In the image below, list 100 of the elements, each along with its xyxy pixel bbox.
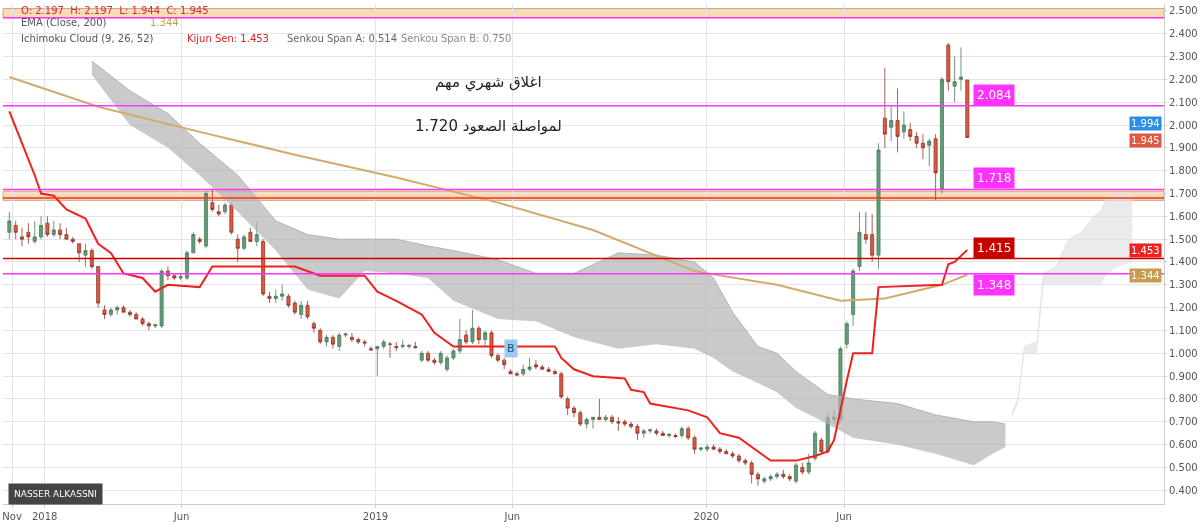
y-tick-label: 1.200: [1169, 302, 1198, 314]
candlestick: [584, 416, 589, 430]
candlestick: [813, 430, 818, 462]
candlestick: [102, 304, 107, 320]
candlestick: [426, 350, 431, 363]
candlestick: [476, 325, 481, 345]
candlestick: [546, 366, 551, 372]
candlestick: [400, 339, 405, 350]
candlestick: [280, 284, 285, 302]
candlestick: [692, 435, 697, 455]
candlestick: [267, 291, 272, 304]
candlestick: [70, 236, 75, 245]
candlestick: [724, 448, 729, 455]
candlestick: [292, 300, 297, 315]
candlestick: [756, 471, 760, 487]
candlestick: [273, 288, 278, 304]
y-tick-label: 0.600: [1169, 439, 1198, 451]
candlestick: [616, 416, 621, 432]
y-tick-label: 2.500: [1169, 5, 1198, 17]
candlestick: [502, 357, 507, 370]
candlestick: [419, 350, 424, 363]
candlestick: [920, 133, 925, 160]
y-tick-label: 0.700: [1169, 416, 1198, 428]
candlestick: [667, 432, 672, 439]
x-tick-label: Jun: [503, 511, 521, 522]
candlestick: [717, 446, 722, 455]
y-tick-label: 1.300: [1169, 279, 1198, 291]
candlestick: [743, 457, 748, 466]
annotation: O: 2.197 H: 2.197 L: 1.944 C: 1.945: [21, 5, 209, 16]
annotation: 1.453: [1131, 245, 1160, 256]
candlestick: [83, 243, 88, 267]
annotation: اغلاق شهري مهم: [435, 73, 542, 92]
y-tick-label: 2.400: [1169, 28, 1198, 40]
annotation: B: [507, 342, 515, 355]
candlestick: [318, 327, 323, 345]
candlestick: [629, 421, 634, 430]
candlestick: [115, 304, 120, 315]
candlestick: [108, 307, 113, 318]
candlestick: [464, 330, 469, 345]
y-tick-label: 1.600: [1169, 210, 1198, 222]
candlestick: [901, 110, 906, 140]
candlestick: [940, 76, 944, 194]
candlestick: [242, 234, 247, 251]
candlestick: [394, 341, 399, 352]
line-series: [8, 110, 969, 462]
annotation: Kijun Sen: 1.453: [187, 33, 269, 44]
candlestick: [432, 357, 437, 366]
candlestick: [356, 336, 361, 345]
annotation: Senkou Span A: 0.514: [287, 33, 398, 44]
candlestick: [514, 371, 519, 377]
candlestick: [863, 211, 868, 245]
annotation: 1.344: [150, 17, 179, 28]
candlestick: [134, 311, 139, 320]
candlestick: [121, 304, 126, 313]
candlestick: [673, 432, 678, 439]
candlestick: [775, 471, 779, 480]
candlestick: [191, 231, 196, 254]
y-tick-label: 2.300: [1169, 51, 1198, 63]
candlestick: [946, 42, 951, 92]
candlestick: [127, 309, 132, 318]
y-tick-label: 0.400: [1169, 484, 1198, 496]
candlestick: [32, 220, 37, 245]
candlestick: [559, 371, 564, 400]
candlestick: [20, 227, 24, 247]
candlestick: [210, 188, 215, 213]
candlestick: [578, 409, 583, 427]
candlestick: [178, 273, 183, 281]
candlestick: [96, 266, 101, 309]
y-tick-label: 1.400: [1169, 256, 1198, 268]
candlestick: [705, 444, 710, 452]
candlestick: [876, 142, 881, 270]
ref-line-label: 2.084: [977, 88, 1012, 102]
candlestick: [610, 414, 614, 425]
candlestick: [159, 268, 164, 329]
candlestick: [362, 339, 367, 347]
candlestick: [77, 243, 82, 263]
candlestick: [172, 273, 177, 281]
candlestick: [311, 320, 316, 334]
candlestick: [736, 453, 741, 464]
candlestick: [58, 222, 63, 240]
candlestick: [952, 56, 957, 103]
candlestick: [844, 320, 849, 350]
candlestick: [349, 332, 354, 343]
candlestick: [457, 318, 462, 354]
candlestick: [140, 316, 145, 327]
candlestick: [914, 131, 919, 149]
candlestick: [26, 222, 31, 245]
candlestick: [324, 334, 329, 347]
candlestick: [927, 138, 932, 167]
y-tick-label: 2.000: [1169, 119, 1198, 131]
candlestick: [369, 346, 373, 352]
candlestick: [521, 364, 526, 377]
candlestick: [870, 213, 875, 263]
y-tick-label: 1.800: [1169, 165, 1198, 177]
y-tick-label: 2.100: [1169, 96, 1198, 108]
candlestick: [679, 425, 684, 439]
candlestick: [806, 453, 811, 475]
candlestick: [483, 330, 488, 347]
annotation: 1.945: [1131, 135, 1160, 146]
annotation: 1.994: [1131, 118, 1160, 129]
